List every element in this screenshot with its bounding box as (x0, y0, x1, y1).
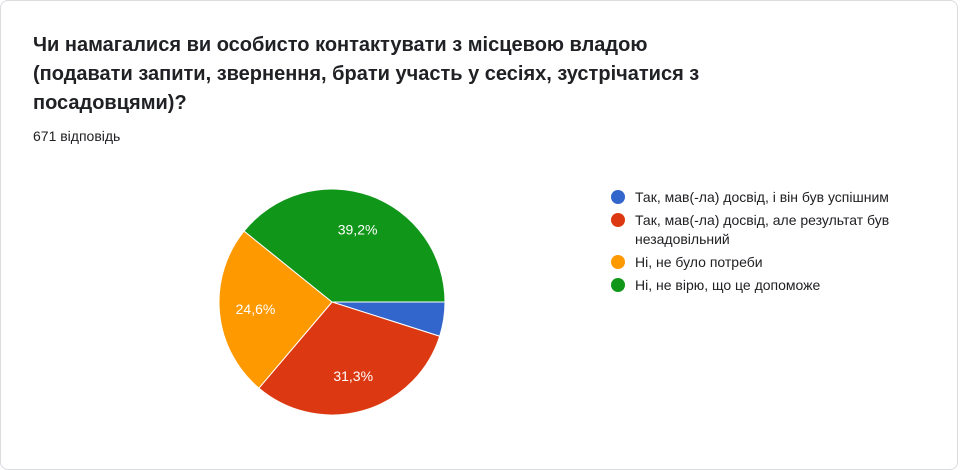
legend-item[interactable]: Так, мав(-ла) досвід, і він був успішним (611, 188, 911, 207)
legend-swatch (611, 278, 625, 292)
legend-swatch (611, 190, 625, 204)
slice-data-label: 24,6% (236, 301, 276, 317)
pie-chart: 31,3% 24,6% 39,2% (218, 188, 446, 416)
legend-item[interactable]: Ні, не було потреби (611, 253, 911, 272)
legend-label: Так, мав(-ла) досвід, і він був успішним (635, 189, 889, 205)
legend-label: Так, мав(-ла) досвід, але результат був … (635, 212, 890, 247)
pie-slice[interactable] (243, 188, 446, 303)
pie-slice[interactable] (218, 230, 333, 389)
pie-slice[interactable] (258, 301, 441, 416)
legend-swatch (611, 255, 625, 269)
response-count: 671 відповідь (33, 128, 121, 144)
question-title: Чи намагалися ви особисто контактувати з… (33, 34, 700, 114)
legend-label: Ні, не було потреби (635, 254, 763, 270)
legend-item[interactable]: Так, мав(-ла) досвід, але результат був … (611, 211, 911, 249)
legend-label: Ні, не вірю, що це допоможе (635, 277, 821, 293)
chart-legend: Так, мав(-ла) досвід, і він був успішним… (611, 188, 911, 299)
legend-item[interactable]: Ні, не вірю, що це допоможе (611, 276, 911, 295)
slice-data-label: 31,3% (333, 368, 373, 384)
slice-data-label: 39,2% (338, 222, 378, 238)
legend-swatch (611, 213, 625, 227)
